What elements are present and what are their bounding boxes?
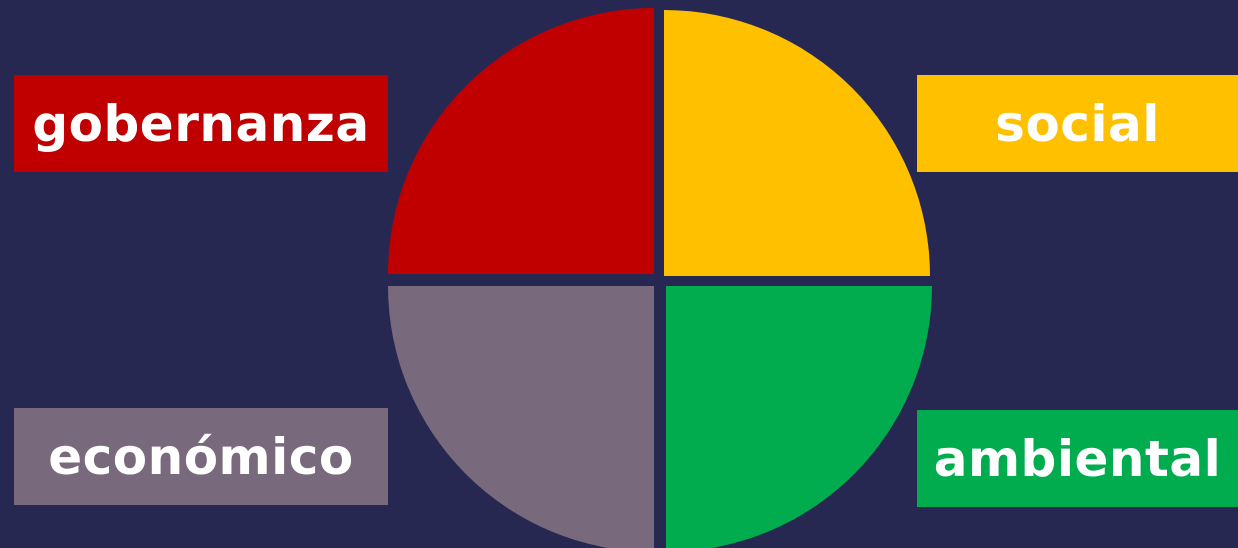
label-gobernanza-text: gobernanza bbox=[32, 94, 370, 153]
label-economico-text: económico bbox=[48, 427, 354, 486]
quadrant-gobernanza bbox=[388, 8, 654, 274]
label-ambiental: ambiental bbox=[917, 410, 1238, 507]
label-social-text: social bbox=[995, 94, 1160, 153]
label-ambiental-text: ambiental bbox=[933, 429, 1222, 488]
label-gobernanza: gobernanza bbox=[14, 75, 388, 172]
quadrant-economico bbox=[388, 286, 654, 548]
label-social: social bbox=[917, 75, 1238, 172]
label-economico: económico bbox=[14, 408, 388, 505]
quadrant-social bbox=[664, 10, 930, 276]
quadrant-ambiental bbox=[666, 286, 932, 548]
